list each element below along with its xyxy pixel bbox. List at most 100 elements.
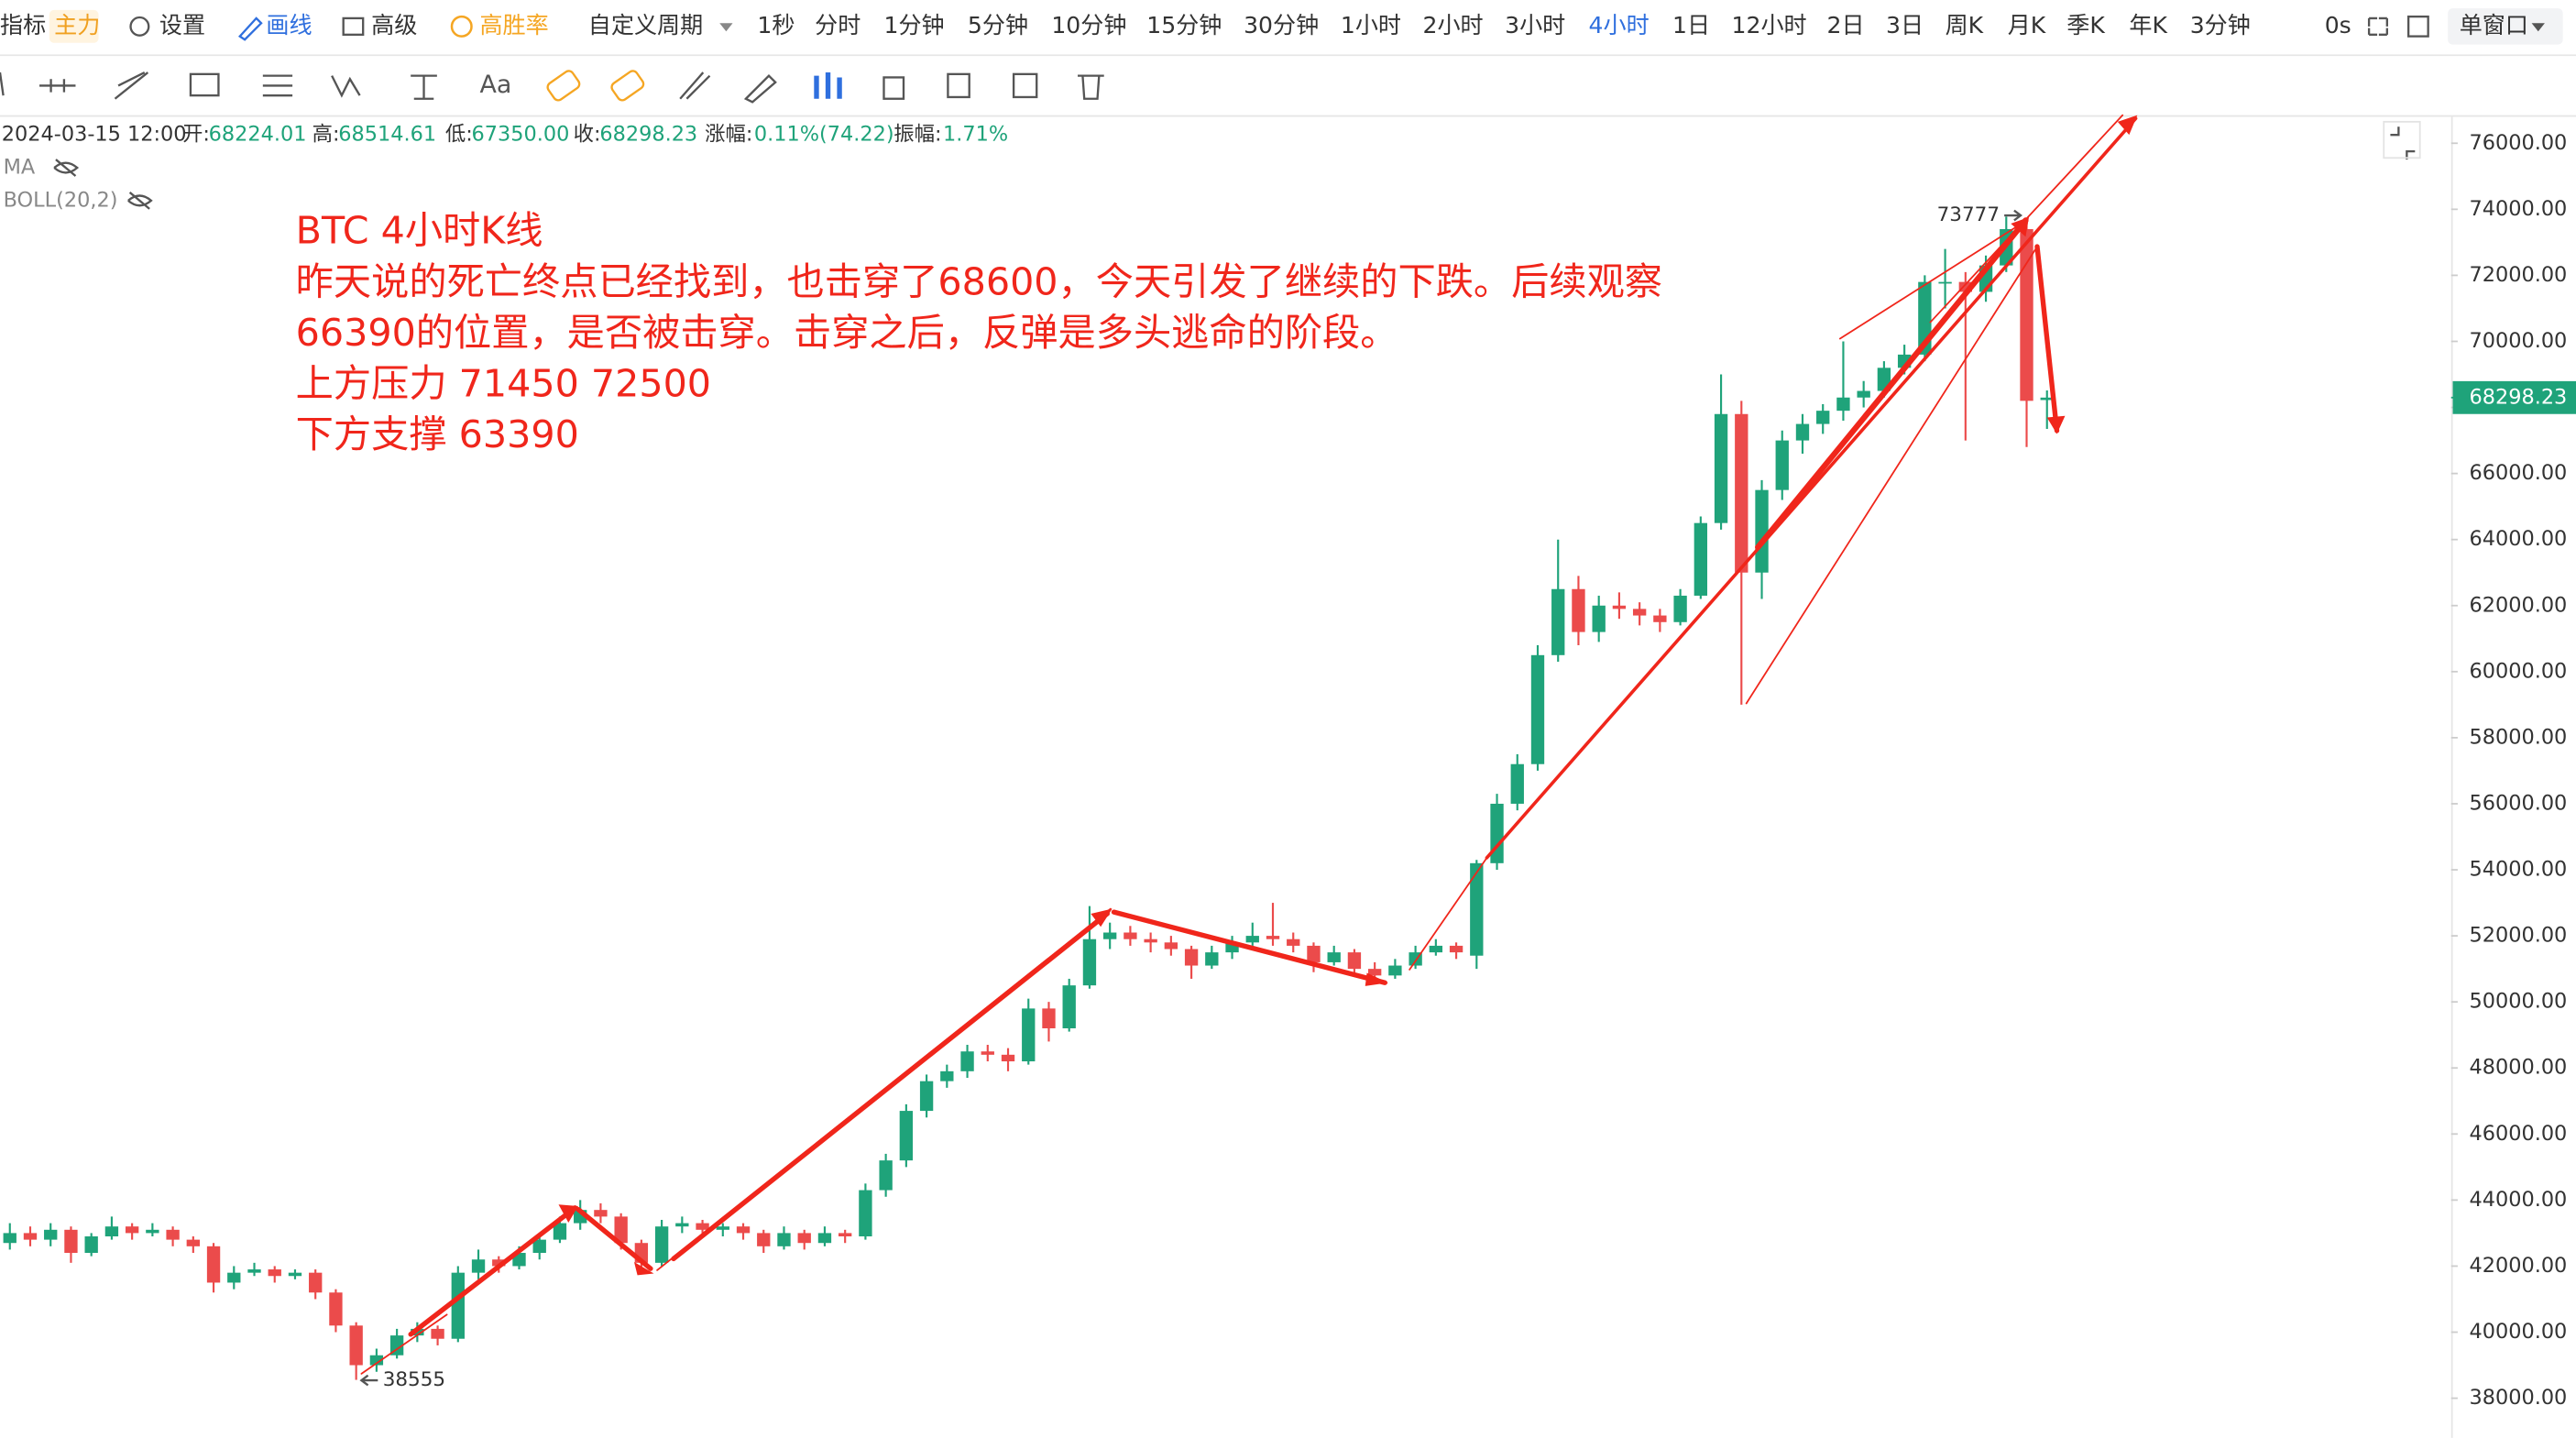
candle-body: [1653, 615, 1667, 622]
period-button[interactable]: 3分钟: [2190, 12, 2251, 38]
candles: [3, 216, 2054, 1380]
trend-arrow: [1485, 116, 2138, 860]
period-button[interactable]: 5分钟: [968, 12, 1028, 38]
window-label[interactable]: 单窗口: [2460, 12, 2528, 38]
win-rate-button[interactable]: 高胜率: [479, 12, 548, 38]
collapse-icon[interactable]: [2390, 126, 2416, 160]
trend-arrow: [575, 1206, 653, 1271]
indicator-legend[interactable]: BOLL(20,2): [4, 188, 118, 212]
candle-body: [23, 1233, 38, 1240]
tool-icon[interactable]: [743, 73, 777, 104]
annotation-text: BTC 4小时K线昨天说的死亡终点已经找到，也击穿了68600，今天引发了继续的…: [296, 209, 1662, 456]
candle-body: [104, 1226, 119, 1237]
candle-body: [696, 1223, 709, 1230]
pointer-arrow: [359, 1374, 378, 1387]
tool-icon[interactable]: [411, 74, 437, 100]
bar-time: 2024-03-15 12:00: [2, 123, 187, 147]
advanced-button[interactable]: 高级: [371, 12, 417, 38]
candle-body: [3, 1233, 16, 1244]
candle-body: [146, 1229, 159, 1234]
period-button[interactable]: 1小时: [1341, 12, 1401, 38]
period-button[interactable]: 月K: [2008, 12, 2046, 38]
collapse-button[interactable]: [2383, 120, 2421, 159]
candle-body: [1755, 489, 1769, 573]
period-button[interactable]: 4小时: [1589, 12, 1650, 38]
trend-line: [1745, 246, 2038, 705]
tool-icon[interactable]: [814, 72, 842, 99]
period-button[interactable]: 15分钟: [1146, 12, 1222, 38]
period-button[interactable]: 分时: [815, 12, 860, 38]
custom-period-button[interactable]: 自定义周期: [588, 12, 703, 38]
hide-icon[interactable]: [127, 192, 153, 210]
hide-icon[interactable]: [53, 159, 80, 177]
trend-arrow: [408, 1205, 578, 1337]
candle-body: [532, 1239, 546, 1254]
period-button[interactable]: 3日: [1886, 12, 1924, 38]
tool-icon[interactable]: [609, 69, 645, 102]
tool-icon[interactable]: [679, 71, 711, 100]
tool-icon[interactable]: [331, 75, 361, 98]
period-button[interactable]: 周K: [1946, 12, 1984, 38]
candle-body: [431, 1328, 444, 1339]
candle-body: [839, 1233, 852, 1237]
tool-icon[interactable]: [114, 71, 149, 100]
period-button[interactable]: 10分钟: [1051, 12, 1126, 38]
y-tick-label: 40000.00: [2469, 1320, 2567, 1344]
fullscreen-icon[interactable]: [2367, 16, 2389, 36]
indicator-legend[interactable]: MA: [4, 156, 36, 180]
tool-icon[interactable]: [546, 69, 582, 102]
period-button[interactable]: 年K: [2129, 12, 2167, 38]
period-button[interactable]: 2日: [1827, 12, 1865, 38]
candle-body: [1938, 281, 1952, 284]
candle-body: [1042, 1008, 1056, 1028]
candle-body: [227, 1272, 241, 1283]
candle-body: [186, 1239, 200, 1246]
trend-arrow: [671, 911, 1110, 1262]
y-tick-label: 66000.00: [2469, 461, 2567, 485]
settings-button[interactable]: 设置: [159, 12, 205, 38]
candle-body: [1347, 952, 1362, 970]
candle-body: [553, 1223, 567, 1240]
candle-body: [1857, 390, 1870, 398]
candle-body: [1673, 595, 1687, 622]
tool-icon[interactable]: [1012, 72, 1038, 99]
tool-icon[interactable]: [1078, 74, 1104, 100]
period-button[interactable]: 3小时: [1505, 12, 1565, 38]
candle-body: [654, 1226, 669, 1263]
popout-icon[interactable]: [2406, 15, 2429, 38]
y-tick-label: 60000.00: [2469, 659, 2567, 683]
trend-line: [1838, 221, 2025, 340]
y-tick-label: 52000.00: [2469, 924, 2567, 948]
refresh-button[interactable]: 0s: [2325, 12, 2351, 38]
period-button[interactable]: 季K: [2066, 12, 2105, 38]
tool-icon[interactable]: [947, 72, 970, 99]
candle-body: [1572, 588, 1585, 632]
tool-icon[interactable]: [39, 79, 76, 93]
text-tool[interactable]: Aa: [479, 71, 511, 99]
tool-icon[interactable]: [189, 72, 220, 97]
window-select[interactable]: [2448, 8, 2563, 45]
close-value: 68298.23: [599, 123, 697, 147]
candle-body: [879, 1160, 893, 1191]
tool-icon[interactable]: [882, 76, 905, 100]
indicator-button[interactable]: 指标: [0, 12, 46, 38]
draw-button[interactable]: 画线: [266, 12, 312, 38]
advanced-icon: [342, 16, 365, 36]
note-line: 下方支撑 63390: [296, 412, 579, 456]
candle-body: [859, 1190, 872, 1237]
main-badge[interactable]: 主力: [54, 12, 100, 38]
period-button[interactable]: 1日: [1672, 12, 1710, 38]
period-button[interactable]: 1分钟: [883, 12, 944, 38]
period-button[interactable]: 30分钟: [1244, 12, 1319, 38]
drawing-tools: Aa: [0, 69, 1104, 104]
period-button[interactable]: 1秒: [757, 12, 795, 38]
period-button[interactable]: 12小时: [1732, 12, 1807, 38]
period-button[interactable]: 2小时: [1423, 12, 1484, 38]
tool-icon[interactable]: [0, 71, 5, 96]
tool-icon[interactable]: [262, 74, 293, 97]
candle-body: [1735, 413, 1748, 573]
open-label: 开:: [182, 123, 210, 147]
y-tick-label: 44000.00: [2469, 1188, 2567, 1212]
